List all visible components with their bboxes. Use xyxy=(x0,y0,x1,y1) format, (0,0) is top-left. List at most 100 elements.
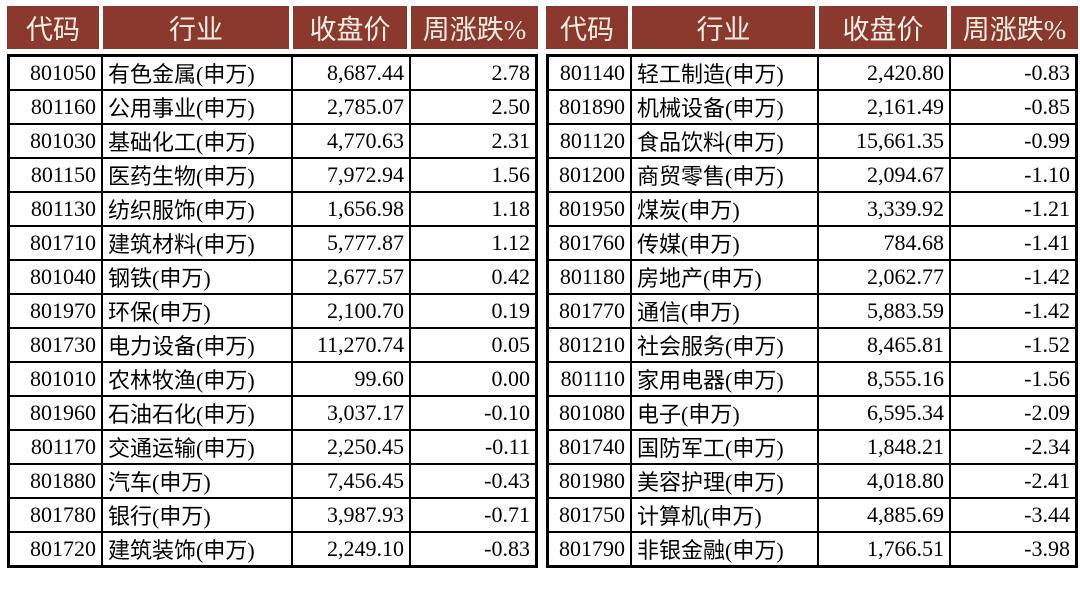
table-row: 801770 通信(申万) 5,883.59 -1.42 xyxy=(546,295,1078,329)
cell-code: 801970 xyxy=(7,295,103,329)
cell-close: 8,465.81 xyxy=(819,329,951,363)
table-row: 801790 非银金融(申万) 1,766.51 -3.98 xyxy=(546,533,1078,568)
header-code: 代码 xyxy=(7,6,103,54)
cell-industry: 美容护理(申万) xyxy=(632,465,819,499)
cell-code: 801130 xyxy=(7,193,103,227)
cell-close: 2,161.49 xyxy=(819,91,951,125)
cell-close: 2,100.70 xyxy=(293,295,411,329)
cell-close: 3,339.92 xyxy=(819,193,951,227)
header-close: 收盘价 xyxy=(819,6,951,54)
cell-code: 801030 xyxy=(7,125,103,159)
cell-close: 99.60 xyxy=(293,363,411,397)
cell-industry: 商贸零售(申万) xyxy=(632,159,819,193)
cell-change: -1.10 xyxy=(951,159,1078,193)
cell-industry: 轻工制造(申万) xyxy=(632,54,819,91)
cell-close: 1,848.21 xyxy=(819,431,951,465)
table-row: 801750 计算机(申万) 4,885.69 -3.44 xyxy=(546,499,1078,533)
header-row: 代码 行业 收盘价 周涨跌% xyxy=(546,6,1078,54)
table-row: 801170 交通运输(申万) 2,250.45 -0.11 xyxy=(7,431,538,465)
cell-change: -0.83 xyxy=(951,54,1078,91)
cell-code: 801180 xyxy=(546,261,632,295)
table-row: 801010 农林牧渔(申万) 99.60 0.00 xyxy=(7,363,538,397)
table-row: 801150 医药生物(申万) 7,972.94 1.56 xyxy=(7,159,538,193)
table-row: 801760 传媒(申万) 784.68 -1.41 xyxy=(546,227,1078,261)
table-row: 801130 纺织服饰(申万) 1,656.98 1.18 xyxy=(7,193,538,227)
cell-industry: 交通运输(申万) xyxy=(103,431,293,465)
table-row: 801980 美容护理(申万) 4,018.80 -2.41 xyxy=(546,465,1078,499)
cell-industry: 医药生物(申万) xyxy=(103,159,293,193)
table-row: 801110 家用电器(申万) 8,555.16 -1.56 xyxy=(546,363,1078,397)
cell-close: 15,661.35 xyxy=(819,125,951,159)
industry-table-right: 代码 行业 收盘价 周涨跌% 801140 轻工制造(申万) 2,420.80 -0.… xyxy=(546,6,1078,568)
cell-industry: 食品饮料(申万) xyxy=(632,125,819,159)
table-row: 801780 银行(申万) 3,987.93 -0.71 xyxy=(7,499,538,533)
cell-code: 801760 xyxy=(546,227,632,261)
cell-code: 801750 xyxy=(546,499,632,533)
header-change: 周涨跌% xyxy=(951,6,1078,54)
cell-code: 801880 xyxy=(7,465,103,499)
table-row: 801950 煤炭(申万) 3,339.92 -1.21 xyxy=(546,193,1078,227)
table-row: 801970 环保(申万) 2,100.70 0.19 xyxy=(7,295,538,329)
cell-industry: 房地产(申万) xyxy=(632,261,819,295)
cell-code: 801010 xyxy=(7,363,103,397)
cell-industry: 基础化工(申万) xyxy=(103,125,293,159)
cell-code: 801110 xyxy=(546,363,632,397)
cell-change: -1.41 xyxy=(951,227,1078,261)
cell-code: 801730 xyxy=(7,329,103,363)
cell-change: 2.78 xyxy=(411,54,538,91)
table-row: 801210 社会服务(申万) 8,465.81 -1.52 xyxy=(546,329,1078,363)
cell-industry: 建筑装饰(申万) xyxy=(103,533,293,568)
cell-change: 1.56 xyxy=(411,159,538,193)
cell-change: -0.71 xyxy=(411,499,538,533)
cell-code: 801080 xyxy=(546,397,632,431)
cell-industry: 公用事业(申万) xyxy=(103,91,293,125)
cell-close: 1,766.51 xyxy=(819,533,951,568)
cell-change: -1.42 xyxy=(951,295,1078,329)
cell-industry: 计算机(申万) xyxy=(632,499,819,533)
cell-close: 7,972.94 xyxy=(293,159,411,193)
table-row: 801720 建筑装饰(申万) 2,249.10 -0.83 xyxy=(7,533,538,568)
cell-industry: 传媒(申万) xyxy=(632,227,819,261)
cell-change: -1.56 xyxy=(951,363,1078,397)
table-row: 801200 商贸零售(申万) 2,094.67 -1.10 xyxy=(546,159,1078,193)
cell-change: -1.21 xyxy=(951,193,1078,227)
header-industry: 行业 xyxy=(103,6,293,54)
cell-change: 0.42 xyxy=(411,261,538,295)
cell-code: 801960 xyxy=(7,397,103,431)
cell-code: 801720 xyxy=(7,533,103,568)
cell-code: 801740 xyxy=(546,431,632,465)
header-industry: 行业 xyxy=(632,6,819,54)
cell-change: 2.31 xyxy=(411,125,538,159)
cell-industry: 银行(申万) xyxy=(103,499,293,533)
cell-close: 11,270.74 xyxy=(293,329,411,363)
cell-code: 801950 xyxy=(546,193,632,227)
table-row: 801040 钢铁(申万) 2,677.57 0.42 xyxy=(7,261,538,295)
cell-change: -0.83 xyxy=(411,533,538,568)
cell-close: 4,885.69 xyxy=(819,499,951,533)
table-row: 801710 建筑材料(申万) 5,777.87 1.12 xyxy=(7,227,538,261)
cell-industry: 电力设备(申万) xyxy=(103,329,293,363)
cell-close: 8,555.16 xyxy=(819,363,951,397)
table-row: 801890 机械设备(申万) 2,161.49 -0.85 xyxy=(546,91,1078,125)
cell-close: 2,249.10 xyxy=(293,533,411,568)
cell-industry: 机械设备(申万) xyxy=(632,91,819,125)
cell-change: -1.42 xyxy=(951,261,1078,295)
cell-close: 2,785.07 xyxy=(293,91,411,125)
cell-industry: 纺织服饰(申万) xyxy=(103,193,293,227)
table-row: 801120 食品饮料(申万) 15,661.35 -0.99 xyxy=(546,125,1078,159)
cell-close: 5,777.87 xyxy=(293,227,411,261)
cell-industry: 非银金融(申万) xyxy=(632,533,819,568)
cell-close: 2,062.77 xyxy=(819,261,951,295)
cell-close: 3,987.93 xyxy=(293,499,411,533)
header-code: 代码 xyxy=(546,6,632,54)
cell-code: 801200 xyxy=(546,159,632,193)
cell-change: 2.50 xyxy=(411,91,538,125)
cell-industry: 农林牧渔(申万) xyxy=(103,363,293,397)
cell-industry: 建筑材料(申万) xyxy=(103,227,293,261)
cell-code: 801150 xyxy=(7,159,103,193)
table-row: 801180 房地产(申万) 2,062.77 -1.42 xyxy=(546,261,1078,295)
cell-change: -0.11 xyxy=(411,431,538,465)
table-row: 801960 石油石化(申万) 3,037.17 -0.10 xyxy=(7,397,538,431)
cell-code: 801170 xyxy=(7,431,103,465)
